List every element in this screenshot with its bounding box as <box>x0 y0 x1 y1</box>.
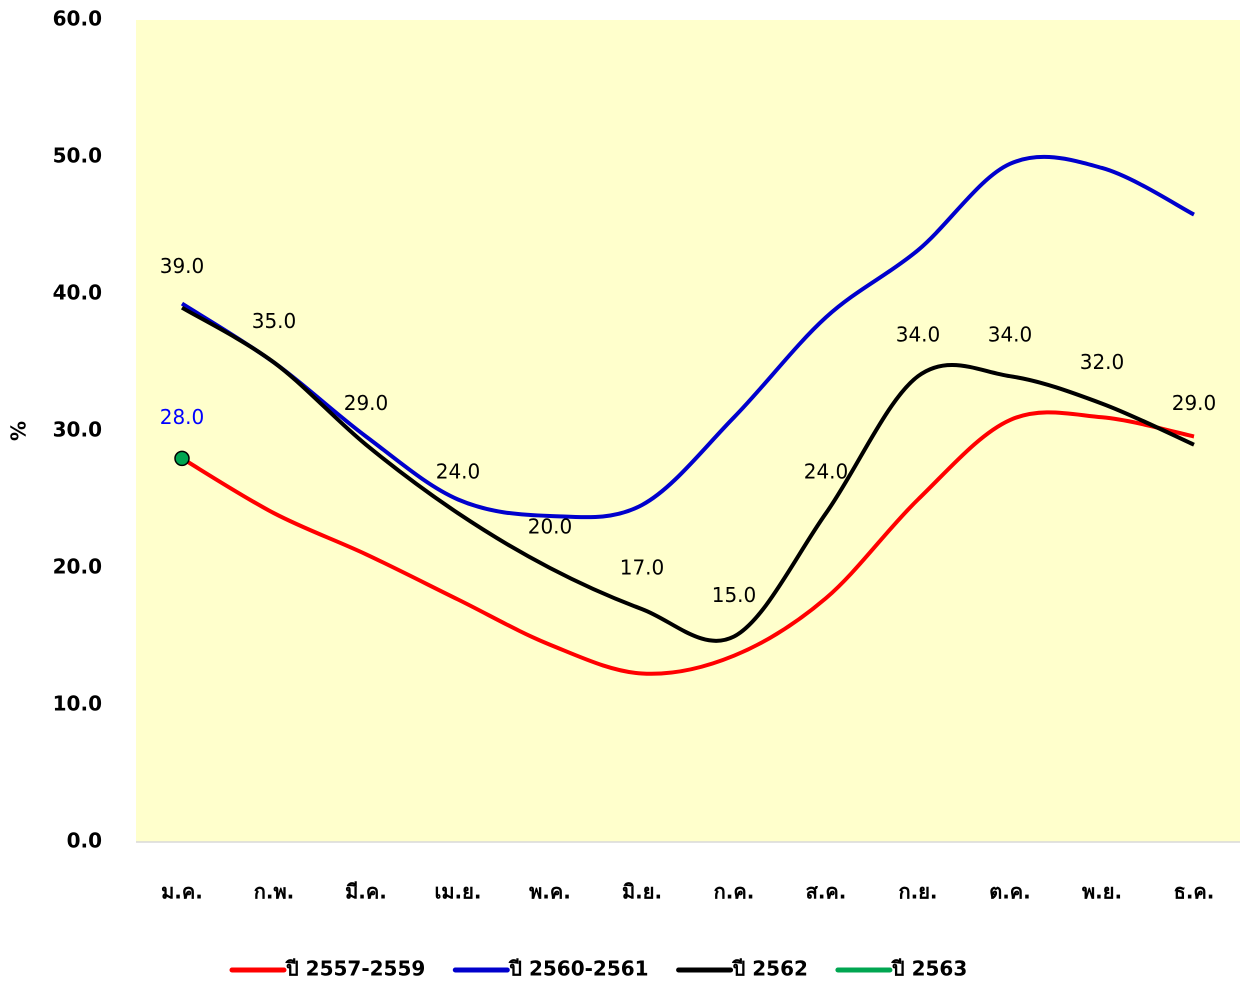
y-tick-label: 10.0 <box>53 692 102 716</box>
data-label: 34.0 <box>896 323 941 347</box>
series-marker <box>174 450 190 467</box>
x-tick-label: ส.ค. <box>806 880 847 904</box>
data-label: 24.0 <box>804 460 849 484</box>
x-tick-label: เม.ย. <box>435 880 482 904</box>
data-label: 35.0 <box>252 309 297 333</box>
y-tick-label: 60.0 <box>53 7 102 31</box>
x-tick-label: มี.ค. <box>345 880 387 904</box>
series-line <box>180 410 1195 676</box>
x-tick-label: ก.ค. <box>714 880 755 904</box>
legend-label: ปี 2562 <box>731 957 808 981</box>
data-label: 20.0 <box>528 515 573 539</box>
series-line <box>180 305 1195 643</box>
plot-area <box>136 20 1240 842</box>
x-tick-label: ก.พ. <box>254 880 295 904</box>
x-tick-label: ธ.ค. <box>1174 880 1215 904</box>
x-tick-label: พ.ค. <box>529 880 571 904</box>
data-label: 24.0 <box>436 460 481 484</box>
data-label: 15.0 <box>712 583 757 607</box>
y-tick-label: 0.0 <box>67 829 102 853</box>
x-tick-label: พ.ย. <box>1082 880 1122 904</box>
data-label: 29.0 <box>1172 391 1217 415</box>
data-label: 32.0 <box>1080 350 1125 374</box>
x-tick-label: มิ.ย. <box>622 880 662 904</box>
y-axis-label: % <box>7 421 31 441</box>
x-tick-label: ต.ค. <box>989 880 1031 904</box>
data-label: 34.0 <box>988 323 1033 347</box>
y-tick-label: 40.0 <box>53 281 102 305</box>
legend-label: ปี 2563 <box>891 957 968 981</box>
data-label: 28.0 <box>160 405 205 429</box>
data-label: 39.0 <box>160 254 205 278</box>
y-tick-label: 20.0 <box>53 555 102 579</box>
data-label: 17.0 <box>620 556 665 580</box>
legend-label: ปี 2560-2561 <box>508 957 649 981</box>
data-label: 29.0 <box>344 391 389 415</box>
x-tick-label: ม.ค. <box>161 880 203 904</box>
series-line <box>180 154 1195 520</box>
y-tick-label: 30.0 <box>53 418 102 442</box>
y-tick-label: 50.0 <box>53 144 102 168</box>
legend-label: ปี 2557-2559 <box>285 957 426 981</box>
x-tick-label: ก.ย. <box>898 880 937 904</box>
